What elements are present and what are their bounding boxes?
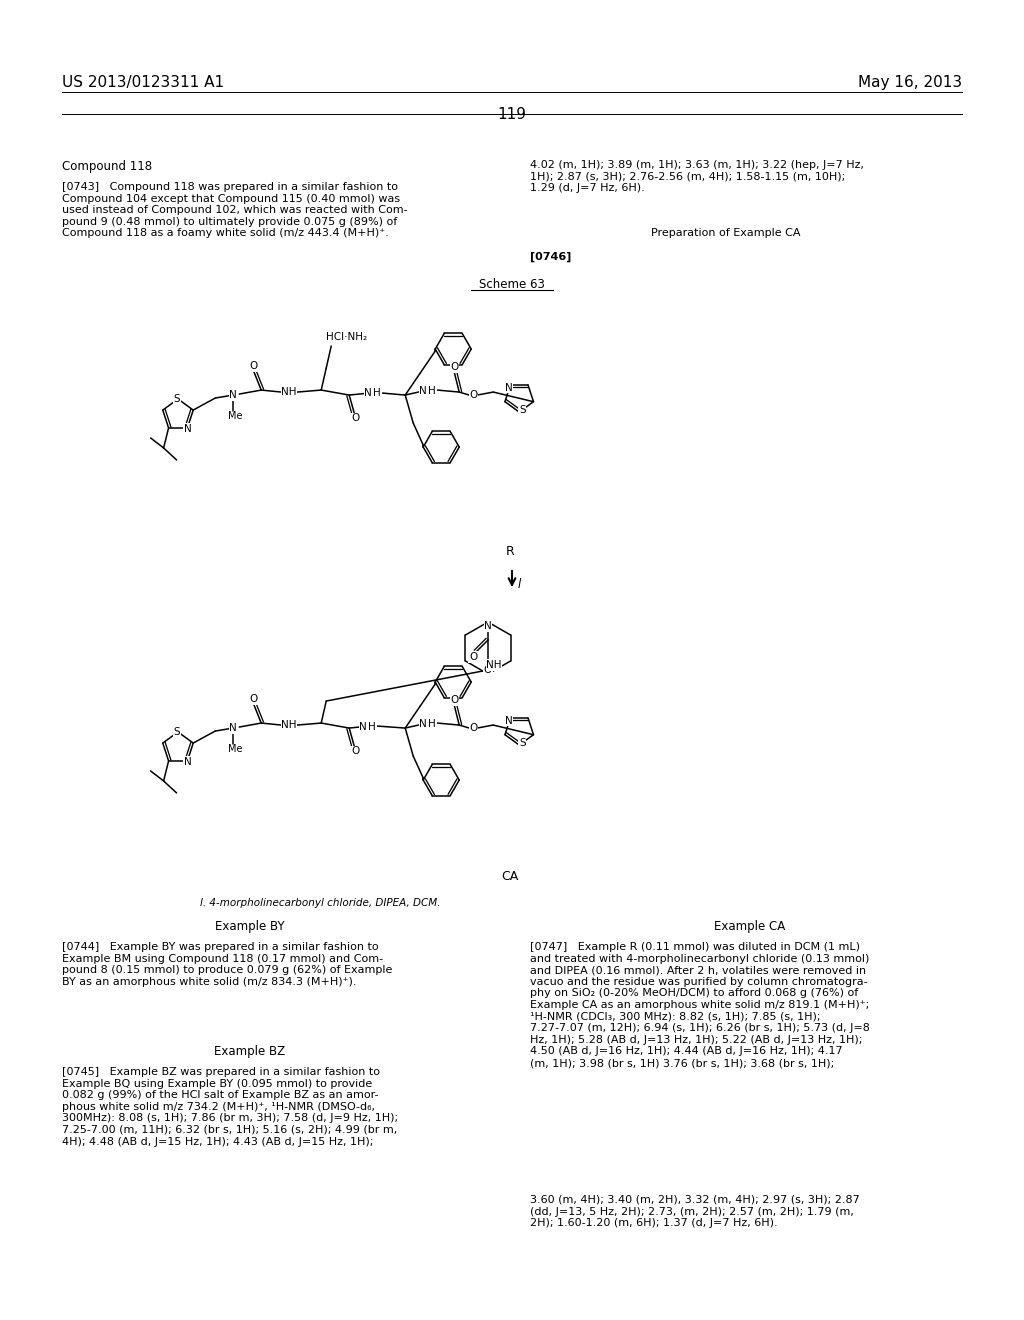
Text: Example CA: Example CA (715, 920, 785, 933)
Text: N: N (229, 389, 238, 400)
Text: Me: Me (228, 744, 243, 754)
Text: Example BZ: Example BZ (214, 1045, 286, 1059)
Text: CA: CA (502, 870, 518, 883)
Text: O: O (451, 362, 459, 372)
Text: H: H (428, 719, 436, 729)
Text: O: O (469, 389, 477, 400)
Text: O: O (351, 413, 359, 422)
Text: N: N (183, 756, 191, 767)
Text: O: O (351, 746, 359, 756)
Text: H: H (369, 722, 376, 733)
Text: US 2013/0123311 A1: US 2013/0123311 A1 (62, 75, 224, 90)
Text: 4.02 (m, 1H); 3.89 (m, 1H); 3.63 (m, 1H); 3.22 (hep, J=7 Hz,
1H); 2.87 (s, 3H); : 4.02 (m, 1H); 3.89 (m, 1H); 3.63 (m, 1H)… (530, 160, 864, 193)
Text: [0743]   Compound 118 was prepared in a similar fashion to
Compound 104 except t: [0743] Compound 118 was prepared in a si… (62, 182, 408, 239)
Text: N: N (365, 388, 372, 399)
Text: 3.60 (m, 4H); 3.40 (m, 2H), 3.32 (m, 4H); 2.97 (s, 3H); 2.87
(dd, J=13, 5 Hz, 2H: 3.60 (m, 4H); 3.40 (m, 2H), 3.32 (m, 4H)… (530, 1195, 860, 1228)
Text: NH: NH (282, 719, 297, 730)
Text: l. 4-morpholinecarbonyl chloride, DIPEA, DCM.: l. 4-morpholinecarbonyl chloride, DIPEA,… (200, 898, 440, 908)
Text: HCl·NH₂: HCl·NH₂ (327, 333, 368, 342)
Text: O: O (469, 723, 477, 733)
Text: Compound 118: Compound 118 (62, 160, 153, 173)
Text: O: O (451, 696, 459, 705)
Text: Example BY: Example BY (215, 920, 285, 933)
Text: N: N (359, 722, 367, 733)
Text: N: N (420, 385, 427, 396)
Text: O: O (249, 694, 257, 704)
Text: S: S (519, 738, 525, 748)
Text: N: N (183, 424, 191, 434)
Text: O: O (249, 362, 257, 371)
Text: O: O (469, 652, 477, 663)
Text: [0744]   Example BY was prepared in a similar fashion to
Example BM using Compou: [0744] Example BY was prepared in a simi… (62, 942, 392, 987)
Text: Me: Me (228, 411, 243, 421)
Text: O: O (484, 665, 493, 675)
Text: NH: NH (486, 660, 502, 671)
Text: N: N (484, 620, 492, 631)
Text: [0747]   Example R (0.11 mmol) was diluted in DCM (1 mL)
and treated with 4-morp: [0747] Example R (0.11 mmol) was diluted… (530, 942, 869, 1068)
Text: R: R (506, 545, 514, 558)
Text: S: S (519, 405, 525, 414)
Text: May 16, 2013: May 16, 2013 (858, 75, 962, 90)
Text: N: N (229, 723, 238, 733)
Text: N: N (505, 715, 512, 726)
Text: NH: NH (282, 387, 297, 397)
Text: H: H (374, 388, 381, 399)
Text: S: S (174, 727, 180, 737)
Text: S: S (174, 393, 180, 404)
Text: [0745]   Example BZ was prepared in a similar fashion to
Example BQ using Exampl: [0745] Example BZ was prepared in a simi… (62, 1067, 398, 1147)
Text: H: H (428, 385, 436, 396)
Text: Scheme 63: Scheme 63 (479, 279, 545, 290)
Text: l: l (518, 578, 521, 591)
Text: N: N (420, 719, 427, 729)
Text: N: N (505, 383, 512, 393)
Text: Preparation of Example CA: Preparation of Example CA (651, 228, 801, 238)
Text: 119: 119 (498, 107, 526, 121)
Text: [0746]: [0746] (530, 252, 571, 263)
